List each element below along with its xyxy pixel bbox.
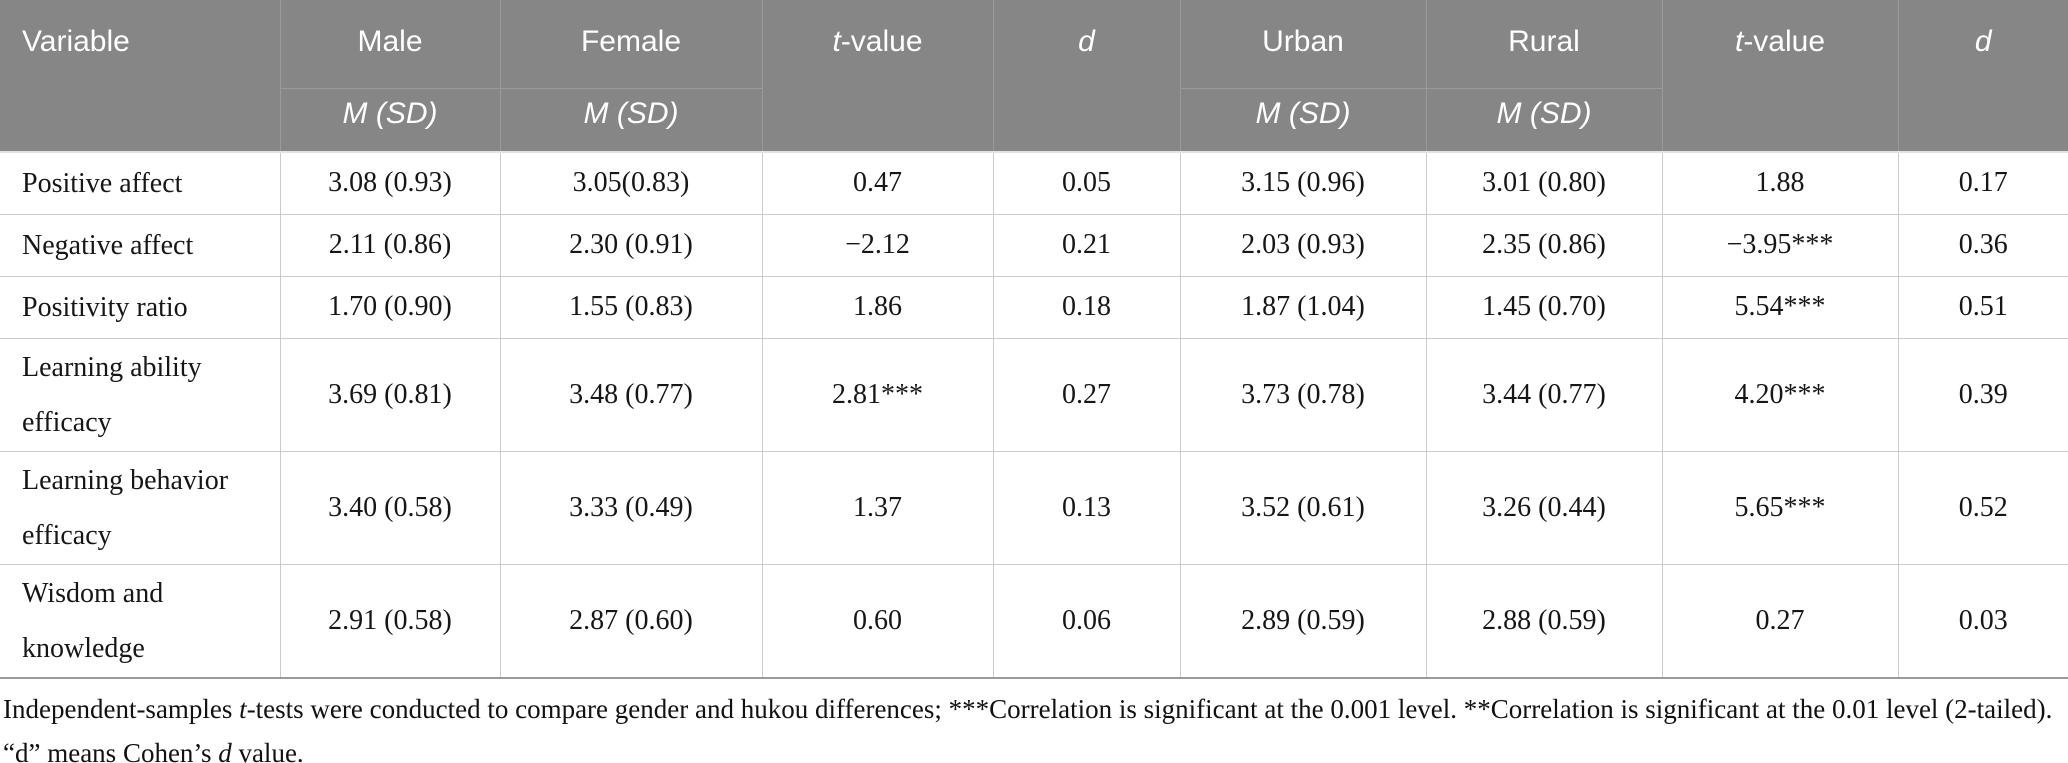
cell-d-hukou: 0.52 (1897, 451, 2068, 565)
cell-tvalue-hukou: 1.88 (1661, 151, 1898, 215)
subheader-msd-female: M (SD) (499, 88, 762, 152)
table-row-wisdom-and-knowledge: Wisdom and knowledge 2.91 (0.58) 2.87 (0… (0, 564, 2068, 679)
table-row-learning-behavior-efficacy: Learning behavior efficacy 3.40 (0.58) 3… (0, 451, 2068, 565)
col-header-d-hukou: d (1897, 0, 2068, 152)
table-row-positivity-ratio: Positivity ratio 1.70 (0.90) 1.55 (0.83)… (0, 276, 2068, 339)
footnote-text: -tests were conducted to compare gender … (246, 693, 2053, 724)
cell-d-gender: 0.06 (992, 564, 1180, 679)
cell-female: 2.87 (0.60) (499, 564, 762, 679)
cell-d-hukou: 0.39 (1897, 338, 2068, 452)
cell-tvalue-gender: 1.37 (761, 451, 993, 565)
header-row-2: M (SD) M (SD) M (SD) M (SD) (0, 88, 2068, 152)
subheader-msd-male: M (SD) (279, 88, 500, 152)
cell-tvalue-hukou: 5.65*** (1661, 451, 1898, 565)
cell-rural: 3.26 (0.44) (1425, 451, 1662, 565)
footnote-line-1: Independent-samples t-tests were conduct… (3, 687, 2068, 731)
footnote-line-2: “d” means Cohen’s d value. (3, 731, 2068, 763)
cell-rural: 2.88 (0.59) (1425, 564, 1662, 679)
tvalue-italic-t: t (832, 25, 841, 58)
cell-tvalue-hukou: −3.95*** (1661, 214, 1898, 277)
table-body: Positive affect 3.08 (0.93) 3.05(0.83) 0… (0, 151, 2068, 679)
msd-label: M (SD) (1496, 96, 1592, 130)
footnote-text: value. (231, 737, 304, 763)
cell-female: 2.30 (0.91) (499, 214, 762, 277)
cell-d-gender: 0.18 (992, 276, 1180, 339)
cell-female: 1.55 (0.83) (499, 276, 762, 339)
cell-male: 3.69 (0.81) (279, 338, 500, 452)
cell-tvalue-gender: 0.60 (761, 564, 993, 679)
footnote-text: “d” means Cohen’s (3, 737, 219, 763)
cell-tvalue-hukou: 4.20*** (1661, 338, 1898, 452)
subheader-msd-rural: M (SD) (1425, 88, 1662, 152)
table-footnote: Independent-samples t-tests were conduct… (0, 687, 2068, 763)
footnote-italic-t: t (239, 693, 247, 724)
row-label: Learning behavior efficacy (0, 451, 280, 565)
tvalue-suffix: -value (1743, 25, 1826, 58)
cell-rural: 3.01 (0.80) (1425, 151, 1662, 215)
col-header-rural: Rural (1425, 0, 1662, 89)
cell-urban: 3.52 (0.61) (1179, 451, 1426, 565)
table-row-positive-affect: Positive affect 3.08 (0.93) 3.05(0.83) 0… (0, 151, 2068, 215)
footnote-text: Independent-samples (3, 693, 240, 724)
tvalue-italic-t: t (1734, 25, 1744, 58)
cell-female: 3.33 (0.49) (499, 451, 762, 565)
cell-tvalue-hukou: 0.27 (1661, 564, 1898, 679)
cell-male: 2.11 (0.86) (279, 214, 500, 277)
descriptives-table: Variable Male Female t-value d Urban Rur… (0, 0, 2068, 679)
cell-rural: 1.45 (0.70) (1425, 276, 1662, 339)
cell-tvalue-gender: 2.81*** (761, 338, 993, 452)
col-header-female: Female (499, 0, 762, 89)
cell-male: 3.08 (0.93) (279, 151, 500, 215)
footnote-italic-d: d (218, 737, 232, 763)
cell-rural: 3.44 (0.77) (1425, 338, 1662, 452)
cell-urban: 2.89 (0.59) (1179, 564, 1426, 679)
msd-label: M (SD) (342, 96, 438, 130)
cell-urban: 2.03 (0.93) (1179, 214, 1426, 277)
col-header-variable: Variable (0, 0, 280, 152)
cell-male: 3.40 (0.58) (279, 451, 500, 565)
col-header-male: Male (279, 0, 500, 89)
cell-d-gender: 0.13 (992, 451, 1180, 565)
d-label: d (1974, 25, 1992, 58)
col-header-urban: Urban (1179, 0, 1426, 89)
cell-tvalue-hukou: 5.54*** (1661, 276, 1898, 339)
tvalue-suffix: -value (840, 25, 923, 58)
cell-d-hukou: 0.03 (1897, 564, 2068, 679)
row-label: Wisdom and knowledge (0, 564, 280, 679)
cell-d-gender: 0.05 (992, 151, 1180, 215)
cell-female: 3.05(0.83) (499, 151, 762, 215)
cell-d-hukou: 0.36 (1897, 214, 2068, 277)
cell-d-hukou: 0.17 (1897, 151, 2068, 215)
cell-rural: 2.35 (0.86) (1425, 214, 1662, 277)
cell-d-hukou: 0.51 (1897, 276, 2068, 339)
col-header-d-gender: d (992, 0, 1180, 152)
row-label: Learning ability efficacy (0, 338, 280, 452)
col-header-tvalue-hukou: t-value (1661, 0, 1898, 152)
row-label: Positive affect (0, 151, 280, 215)
cell-urban: 1.87 (1.04) (1179, 276, 1426, 339)
cell-d-gender: 0.21 (992, 214, 1180, 277)
cell-tvalue-gender: 0.47 (761, 151, 993, 215)
cell-male: 2.91 (0.58) (279, 564, 500, 679)
d-label: d (1078, 25, 1095, 58)
col-header-tvalue-gender: t-value (761, 0, 993, 152)
cell-tvalue-gender: 1.86 (761, 276, 993, 339)
header-row-1: Variable Male Female t-value d Urban Rur… (0, 0, 2068, 152)
row-label: Positivity ratio (0, 276, 280, 339)
cell-tvalue-gender: −2.12 (761, 214, 993, 277)
msd-label: M (SD) (583, 96, 679, 130)
cell-female: 3.48 (0.77) (499, 338, 762, 452)
subheader-msd-urban: M (SD) (1179, 88, 1426, 152)
cell-urban: 3.73 (0.78) (1179, 338, 1426, 452)
cell-urban: 3.15 (0.96) (1179, 151, 1426, 215)
cell-d-gender: 0.27 (992, 338, 1180, 452)
row-label: Negative affect (0, 214, 280, 277)
cell-male: 1.70 (0.90) (279, 276, 500, 339)
msd-label: M (SD) (1255, 96, 1351, 130)
table-header: Variable Male Female t-value d Urban Rur… (0, 0, 2068, 152)
table-row-negative-affect: Negative affect 2.11 (0.86) 2.30 (0.91) … (0, 214, 2068, 277)
table-row-learning-ability-efficacy: Learning ability efficacy 3.69 (0.81) 3.… (0, 338, 2068, 452)
